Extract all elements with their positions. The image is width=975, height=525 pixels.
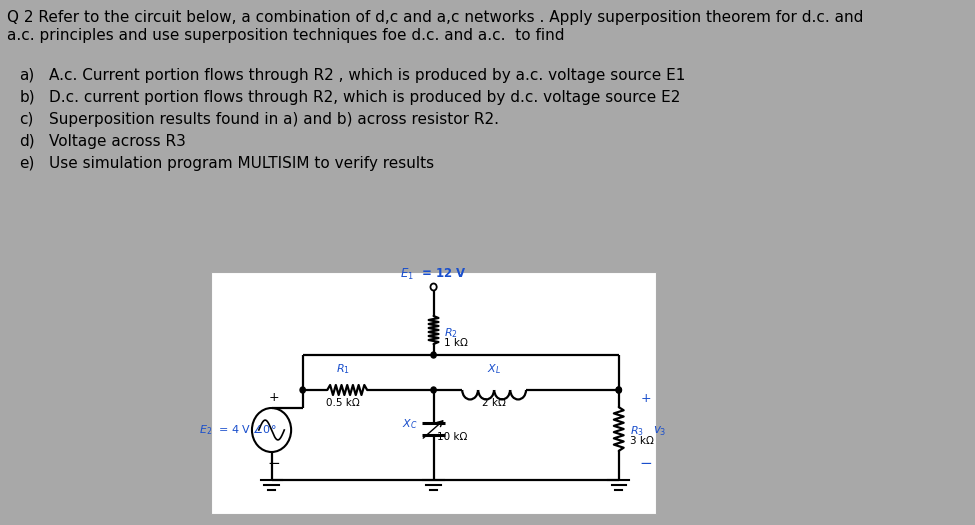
Text: Q 2 Refer to the circuit below, a combination of d,c and a,c networks . Apply su: Q 2 Refer to the circuit below, a combin… [7,10,864,25]
Text: A.c. Current portion flows through R2 , which is produced by a.c. voltage source: A.c. Current portion flows through R2 , … [49,68,685,83]
Text: 10 kΩ: 10 kΩ [437,432,468,442]
Text: Superposition results found in a) and b) across resistor R2.: Superposition results found in a) and b)… [49,112,499,127]
Text: $R_3$: $R_3$ [631,424,644,438]
Text: a.c. principles and use superposition techniques foe d.c. and a.c.  to find: a.c. principles and use superposition te… [7,28,565,43]
Bar [211,272,656,514]
Text: $E_1$  = 12 V: $E_1$ = 12 V [401,267,467,282]
Circle shape [431,387,436,393]
Text: b): b) [20,90,35,105]
Text: e): e) [20,156,35,171]
Text: $X_L$: $X_L$ [488,362,501,376]
Text: Voltage across R3: Voltage across R3 [49,134,186,149]
Text: D.c. current portion flows through R2, which is produced by d.c. voltage source : D.c. current portion flows through R2, w… [49,90,681,105]
Circle shape [431,352,436,358]
Text: $R_1$: $R_1$ [335,362,350,376]
Text: −: − [639,456,652,470]
Circle shape [300,387,305,393]
Text: d): d) [20,134,35,149]
Text: +: + [269,391,280,404]
Text: c): c) [20,112,34,127]
Circle shape [616,387,621,393]
Text: −: − [268,456,281,471]
Text: Use simulation program MULTISIM to verify results: Use simulation program MULTISIM to verif… [49,156,434,171]
Text: 0.5 kΩ: 0.5 kΩ [326,398,360,408]
Text: $E_2$  = 4 V ∠0°: $E_2$ = 4 V ∠0° [199,423,276,437]
Text: $v_3$: $v_3$ [652,424,666,437]
Text: a): a) [20,68,35,83]
Text: $X_C$: $X_C$ [402,417,417,431]
Text: 3 kΩ: 3 kΩ [631,436,654,446]
Text: 2 kΩ: 2 kΩ [483,398,506,408]
Circle shape [616,387,621,393]
Text: +: + [641,392,650,404]
Text: 1 kΩ: 1 kΩ [445,338,468,348]
Text: $R_2$: $R_2$ [445,326,458,340]
